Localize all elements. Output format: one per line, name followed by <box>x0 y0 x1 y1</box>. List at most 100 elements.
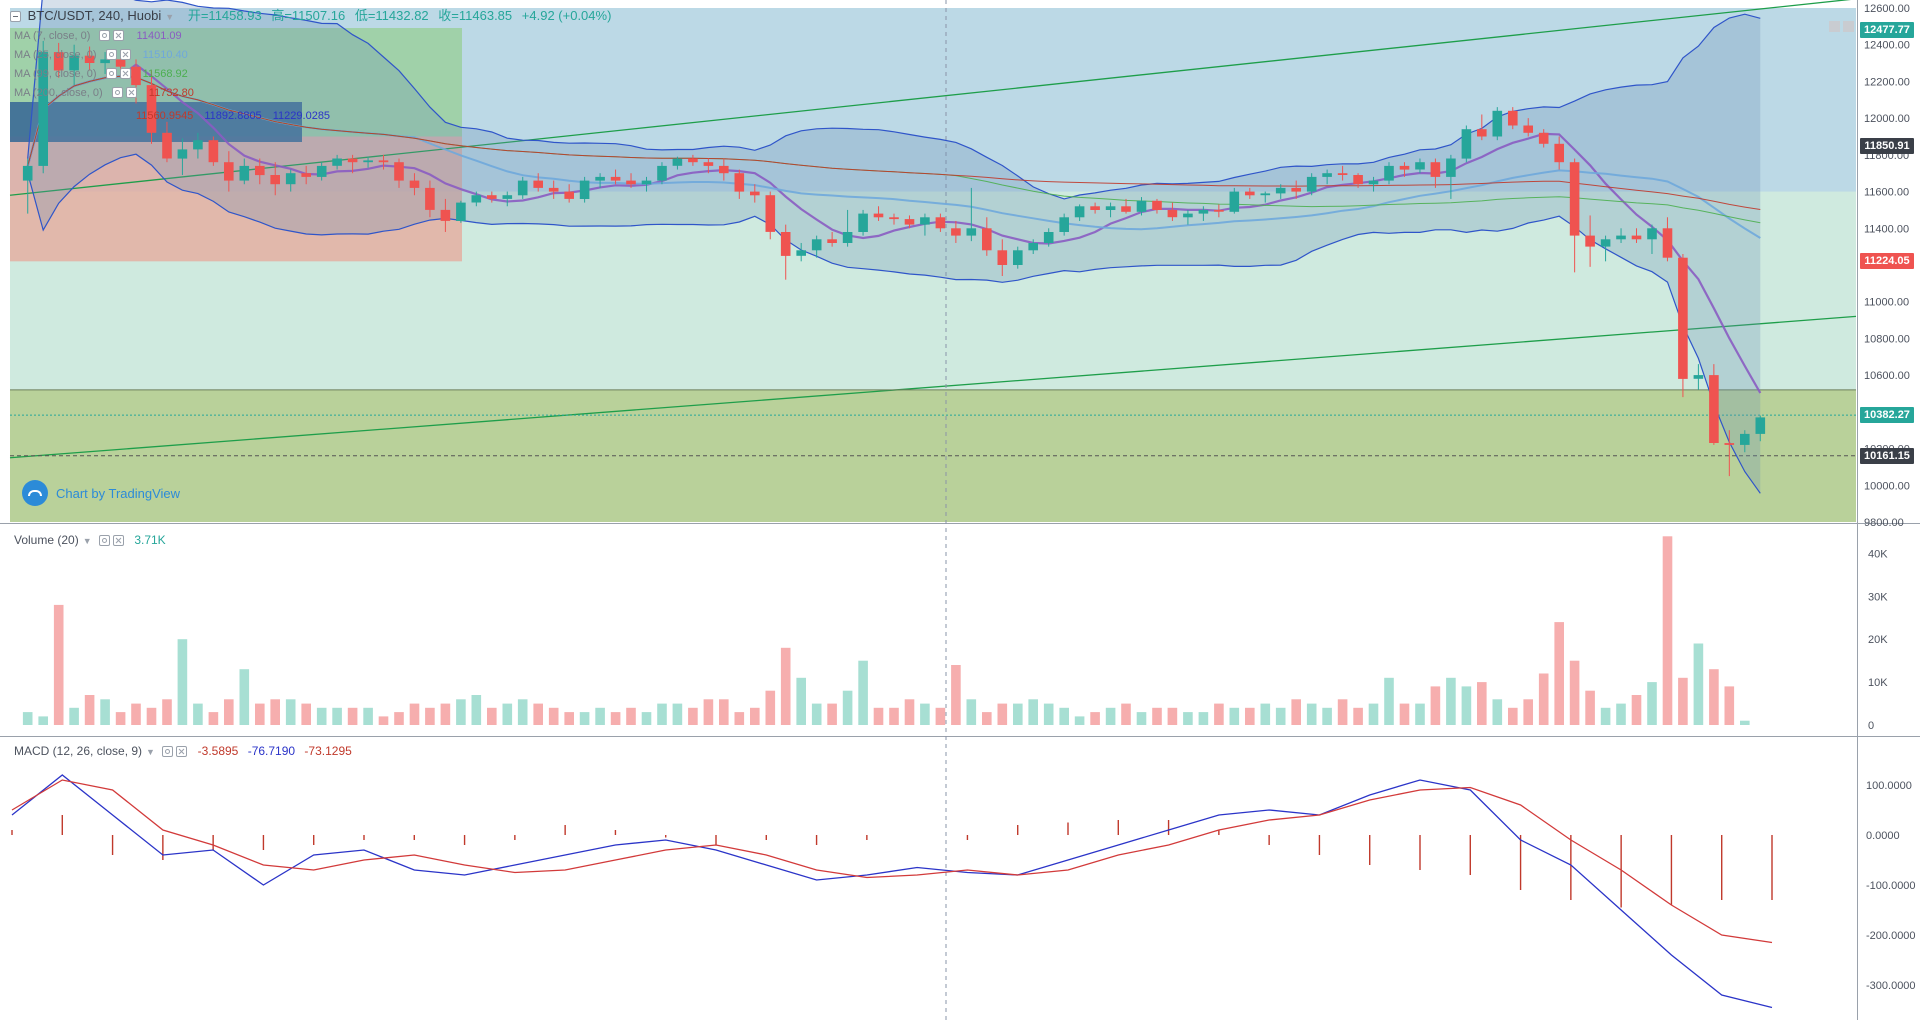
volume-bar <box>1322 707 1332 725</box>
close-icon[interactable] <box>113 30 125 41</box>
candle-body <box>1554 143 1564 163</box>
maximize-icon[interactable] <box>1829 21 1840 32</box>
price-axis-label: 11400.00 <box>1864 223 1909 235</box>
candle-body <box>579 180 590 199</box>
volume-bar <box>1446 677 1456 725</box>
ma-legend-row[interactable]: MA (99, close, 0) 11568.92 <box>14 68 188 80</box>
change-value: +4.92 (+0.04%) <box>521 8 612 23</box>
ma-value: 11732.80 <box>148 87 194 99</box>
price-tag: 11224.05 <box>1860 253 1914 269</box>
candle-body <box>750 191 760 196</box>
macd-legend[interactable]: MACD (12, 26, close, 9) ▼ -3.5895 -76.719… <box>14 743 352 760</box>
candle-body <box>239 165 250 181</box>
volume-bar <box>982 712 992 725</box>
ma-legend-row[interactable]: MA (7, close, 0) 11401.09 <box>14 30 182 42</box>
volume-axis-label: 40K <box>1868 548 1888 560</box>
candle-body <box>1121 206 1131 212</box>
tradingview-logo-icon <box>22 480 48 506</box>
symbol-title[interactable]: BTC/USDT, 240, Huobi <box>27 8 162 23</box>
candle-body <box>1755 417 1766 434</box>
settings-icon[interactable] <box>105 68 117 79</box>
candle-body <box>533 180 543 188</box>
candle-body <box>1214 209 1224 212</box>
collapse-icon[interactable] <box>10 11 21 22</box>
candle-body <box>796 250 806 256</box>
candle-body <box>409 180 420 188</box>
tradingview-badge[interactable]: Chart by TradingView <box>22 480 180 506</box>
settings-icon[interactable] <box>105 49 117 60</box>
volume-bar <box>827 703 837 725</box>
volume-bar <box>1059 707 1069 725</box>
volume-bar <box>502 703 513 725</box>
candle-body <box>920 217 930 225</box>
close-icon[interactable] <box>176 746 188 757</box>
volume-bar <box>1198 712 1209 725</box>
volume-bar <box>1724 686 1735 725</box>
volume-bar <box>595 707 605 725</box>
volume-bar <box>208 712 219 725</box>
ma-legend-row[interactable]: MA (200, close, 0) 11732.80 <box>14 87 194 99</box>
settings-icon[interactable] <box>99 30 111 41</box>
chevron-down-icon[interactable]: ▼ <box>165 12 175 22</box>
candle-body <box>1306 176 1317 192</box>
candle-body <box>997 250 1008 265</box>
volume-bar <box>84 695 95 725</box>
candle-body <box>1043 232 1054 243</box>
candle-body <box>564 191 574 199</box>
price-axis-label: 9800.00 <box>1864 517 1904 529</box>
volume-legend[interactable]: Volume (20) ▼ 3.71K <box>14 532 166 549</box>
candle-body <box>1523 125 1533 133</box>
candle-body <box>1600 239 1611 247</box>
price-axis-label: 11600.00 <box>1864 187 1909 199</box>
candle-body <box>1585 235 1595 247</box>
candle-body <box>1059 217 1069 232</box>
volume-bar <box>1229 707 1240 725</box>
candle-body <box>1538 132 1549 144</box>
volume-bar <box>301 703 311 725</box>
volume-bar <box>1275 707 1286 725</box>
macd-axis-label: -100.0000 <box>1866 880 1916 892</box>
moving-average-line <box>27 75 1761 210</box>
chevron-down-icon[interactable]: ▼ <box>146 747 155 757</box>
volume-bar <box>1136 712 1147 725</box>
volume-bar <box>610 712 621 725</box>
close-value: 收=11463.85 <box>438 8 513 23</box>
restore-icon[interactable] <box>1843 21 1854 32</box>
ma-value: 11510.40 <box>142 49 188 61</box>
settings-icon[interactable] <box>98 535 110 546</box>
volume-bar <box>456 699 466 725</box>
candle-body <box>1353 175 1363 185</box>
macd-label: MACD (12, 26, close, 9) <box>14 744 143 758</box>
close-icon[interactable] <box>119 49 131 60</box>
volume-bar <box>1616 703 1626 725</box>
volume-bar <box>100 699 110 725</box>
volume-bar <box>1183 712 1193 725</box>
close-icon[interactable] <box>119 68 131 79</box>
price-tag: 10382.27 <box>1860 407 1914 423</box>
candle-body <box>1275 187 1286 194</box>
candle-body <box>1198 209 1209 214</box>
volume-bar <box>363 707 373 725</box>
close-icon[interactable] <box>112 535 124 546</box>
candle-body <box>1013 250 1023 265</box>
candle-body <box>548 187 559 192</box>
candle-body <box>1508 110 1518 126</box>
settings-icon[interactable] <box>162 746 174 757</box>
low-value: 低=11432.82 <box>354 8 429 23</box>
candle-body <box>301 173 311 177</box>
volume-bar <box>1508 707 1518 725</box>
volume-bar <box>657 703 667 725</box>
settings-icon[interactable] <box>111 87 123 98</box>
volume-bar <box>750 707 760 725</box>
close-icon[interactable] <box>125 87 137 98</box>
macd-axis-label: 0.0000 <box>1866 830 1900 842</box>
volume-bar <box>517 699 528 725</box>
candle-body <box>1368 180 1379 185</box>
volume-bar <box>347 707 358 725</box>
volume-bar <box>703 699 714 725</box>
candle-body <box>1492 110 1503 137</box>
chevron-down-icon[interactable]: ▼ <box>82 536 92 546</box>
volume-axis-label: 10K <box>1868 677 1888 689</box>
ma-legend-row[interactable]: MA (25, close, 0) 11510.40 <box>14 49 188 61</box>
